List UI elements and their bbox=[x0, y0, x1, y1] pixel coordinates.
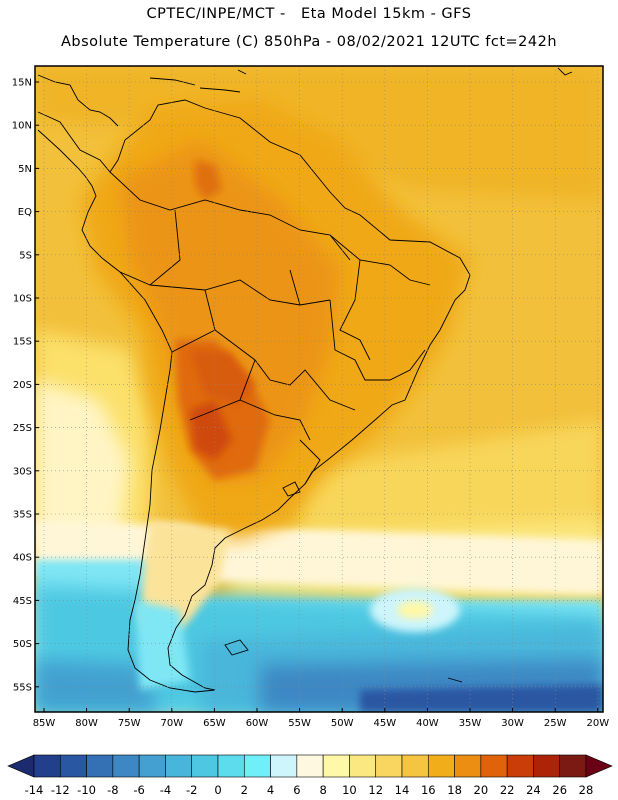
colorbar-label: 26 bbox=[552, 783, 567, 797]
lat-label: 15S bbox=[13, 337, 32, 348]
colorbar-label: -8 bbox=[107, 783, 118, 797]
lat-label: 10N bbox=[12, 121, 32, 132]
colorbar-label: -2 bbox=[186, 783, 197, 797]
colorbar-swatch bbox=[33, 754, 61, 778]
colorbar-swatch bbox=[427, 754, 455, 778]
lon-label: 30W bbox=[501, 718, 524, 729]
colorbar-label: 8 bbox=[319, 783, 326, 797]
title-line-1: CPTEC/INPE/MCT - Eta Model 15km - GFS bbox=[146, 6, 472, 22]
lon-label: 35W bbox=[459, 718, 482, 729]
title-line-2: Absolute Temperature (C) 850hPa - 08/02/… bbox=[60, 34, 558, 50]
lat-label: 50S bbox=[13, 639, 32, 650]
lon-label: 25W bbox=[544, 718, 567, 729]
colorbar-label: 2 bbox=[241, 783, 248, 797]
colorbar-swatch bbox=[165, 754, 193, 778]
colorbar-swatch bbox=[454, 754, 482, 778]
lon-label: 65W bbox=[203, 718, 226, 729]
colorbar-label: 12 bbox=[368, 783, 383, 797]
colorbar-label: 20 bbox=[474, 783, 489, 797]
colorbar-label: 4 bbox=[267, 783, 274, 797]
colorbar-swatch bbox=[138, 754, 166, 778]
grid-lines bbox=[35, 66, 603, 712]
colorbar-swatch bbox=[217, 754, 245, 778]
colorbar-swatch bbox=[506, 754, 534, 778]
colorbar-swatch bbox=[112, 754, 140, 778]
lon-label: 20W bbox=[586, 718, 609, 729]
colorbar-swatch bbox=[375, 754, 403, 778]
colorbar-label: 0 bbox=[214, 783, 221, 797]
lat-label: 30S bbox=[13, 466, 32, 477]
longitude-labels: 85W 80W 75W 70W 65W 60W 55W 50W 45W 40W 35W 30W 25W 2… bbox=[33, 718, 610, 729]
colorbar-label: 22 bbox=[500, 783, 515, 797]
latitude-labels: 15N 10N 5N EQ 5S 10S 15S 20S 25S 30S 35S 40S 45S 50S 5… bbox=[12, 78, 32, 694]
colorbar-swatch bbox=[296, 754, 324, 778]
colorbar-label: -6 bbox=[133, 783, 144, 797]
lat-label: 5S bbox=[19, 250, 32, 261]
lat-label: 40S bbox=[13, 553, 32, 564]
colorbar-label: 14 bbox=[395, 783, 410, 797]
lat-label: 25S bbox=[13, 423, 32, 434]
colorbar-swatch bbox=[559, 754, 587, 778]
colorbar-swatch bbox=[480, 754, 508, 778]
colorbar bbox=[7, 754, 613, 778]
colorbar-swatch bbox=[270, 754, 298, 778]
colorbar-over-arrow bbox=[585, 754, 613, 778]
colorbar-label: -12 bbox=[51, 783, 70, 797]
lon-label: 45W bbox=[373, 718, 396, 729]
lon-label: 55W bbox=[288, 718, 311, 729]
lat-label: 45S bbox=[13, 596, 32, 607]
lat-label: EQ bbox=[18, 207, 32, 218]
lon-label: 70W bbox=[160, 718, 183, 729]
colorbar-label: -4 bbox=[160, 783, 171, 797]
colorbar-under-arrow bbox=[7, 754, 35, 778]
lon-label: 50W bbox=[331, 718, 354, 729]
lon-label: 85W bbox=[33, 718, 56, 729]
colorbar-label: 6 bbox=[293, 783, 300, 797]
map-frame bbox=[34, 65, 604, 713]
lon-label: 80W bbox=[75, 718, 98, 729]
lat-label: 20S bbox=[13, 380, 32, 391]
colorbar-swatch bbox=[349, 754, 377, 778]
lon-label: 40W bbox=[416, 718, 439, 729]
colorbar-label: 16 bbox=[421, 783, 436, 797]
lat-label: 55S bbox=[13, 682, 32, 693]
colorbar-label: 24 bbox=[526, 783, 541, 797]
axis-ticks bbox=[35, 81, 599, 712]
colorbar-labels: -14 -12 -10 -8 -6 -4 -2 0 2 4 6 8 10 12 14 16 18 20 22 24 26… bbox=[25, 783, 594, 797]
lon-label: 60W bbox=[246, 718, 269, 729]
lat-label: 10S bbox=[13, 294, 32, 305]
colorbar-label: 10 bbox=[342, 783, 357, 797]
colorbar-label: 28 bbox=[579, 783, 594, 797]
lat-label: 5N bbox=[18, 164, 32, 175]
colorbar-swatch bbox=[86, 754, 114, 778]
colorbar-swatch bbox=[59, 754, 87, 778]
temperature-field bbox=[35, 66, 603, 712]
colorbar-swatch bbox=[322, 754, 350, 778]
colorbar-swatch bbox=[401, 754, 429, 778]
colorbar-label: 18 bbox=[447, 783, 462, 797]
coastline bbox=[37, 67, 573, 693]
lat-label: 15N bbox=[12, 78, 32, 89]
lon-label: 75W bbox=[118, 718, 141, 729]
lat-label: 35S bbox=[13, 510, 32, 521]
colorbar-label: -14 bbox=[25, 783, 44, 797]
colorbar-swatch bbox=[191, 754, 219, 778]
colorbar-swatch bbox=[533, 754, 561, 778]
colorbar-swatch bbox=[243, 754, 271, 778]
colorbar-label: -10 bbox=[77, 783, 96, 797]
